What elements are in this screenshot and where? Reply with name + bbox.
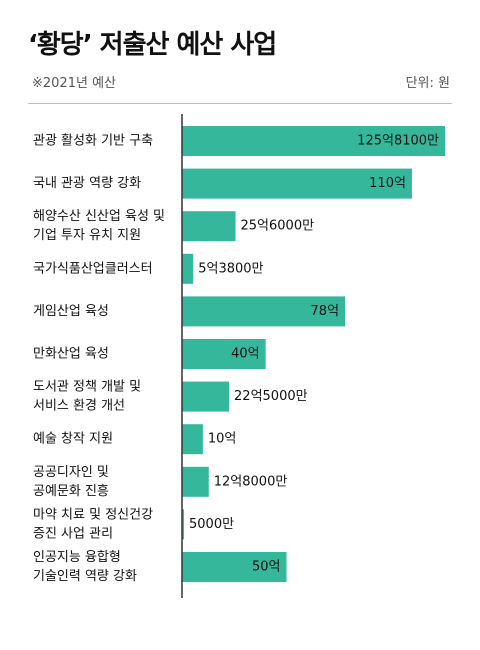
category-label-6-1: 서비스 환경 개선: [33, 399, 125, 414]
header-divider: [28, 103, 452, 104]
category-label-10-1: 기술인력 역량 강화: [33, 569, 137, 584]
unit-label: 단위: 원: [405, 76, 450, 91]
category-label-10-0: 인공지능 융합형: [33, 550, 121, 565]
bar-10: [182, 552, 287, 582]
chart-title: ‘황당’ 저출산 예산 사업: [28, 30, 277, 60]
category-label-2-1: 기업 투자 유치 지원: [33, 228, 141, 243]
value-label-7: 10억: [208, 432, 237, 447]
value-label-2: 25억6000만: [241, 219, 315, 234]
value-label-1: 110억: [369, 176, 406, 191]
category-label-8-1: 공예문화 진흥: [33, 484, 109, 499]
bar-0: [182, 126, 445, 156]
value-label-8: 12억8000만: [214, 474, 288, 489]
bar-3: [182, 253, 194, 284]
value-label-9: 5000만: [189, 517, 234, 532]
category-label-8-0: 공공디자인 및: [33, 465, 109, 480]
bar-5: [182, 339, 266, 369]
category-label-0: 관광 활성화 기반 구축: [33, 134, 153, 149]
bar-8: [182, 466, 209, 497]
value-label-6: 22억5000만: [234, 389, 308, 404]
value-label-3: 5억3800만: [198, 261, 263, 276]
category-label-6-0: 도서관 정책 개발 및: [33, 380, 141, 395]
value-label-5: 40억: [231, 347, 260, 362]
category-label-4: 게임산업 육성: [33, 304, 109, 319]
bar-6: [182, 381, 230, 412]
bar-2: [182, 211, 236, 242]
value-label-0: 125억8100만: [357, 134, 439, 149]
category-label-5: 만화산업 육성: [33, 347, 109, 362]
bar-9: [182, 509, 184, 540]
category-label-7: 예술 창작 지원: [33, 432, 113, 447]
bar-7: [182, 424, 203, 455]
category-label-9-1: 증진 사업 관리: [33, 526, 113, 541]
category-label-2-0: 해양수산 신산업 육성 및: [33, 209, 165, 224]
chart-subtitle: ※2021년 예산: [32, 76, 116, 91]
category-label-1: 국내 관광 역량 강화: [33, 176, 141, 191]
value-label-4: 78억: [311, 304, 340, 319]
value-label-10: 50억: [252, 560, 281, 575]
bar-1: [182, 168, 412, 199]
category-label-3: 국가식품산업클러스터: [33, 261, 153, 276]
category-label-9-0: 마약 치료 및 정신건강: [33, 507, 153, 522]
bar-4: [182, 296, 346, 327]
